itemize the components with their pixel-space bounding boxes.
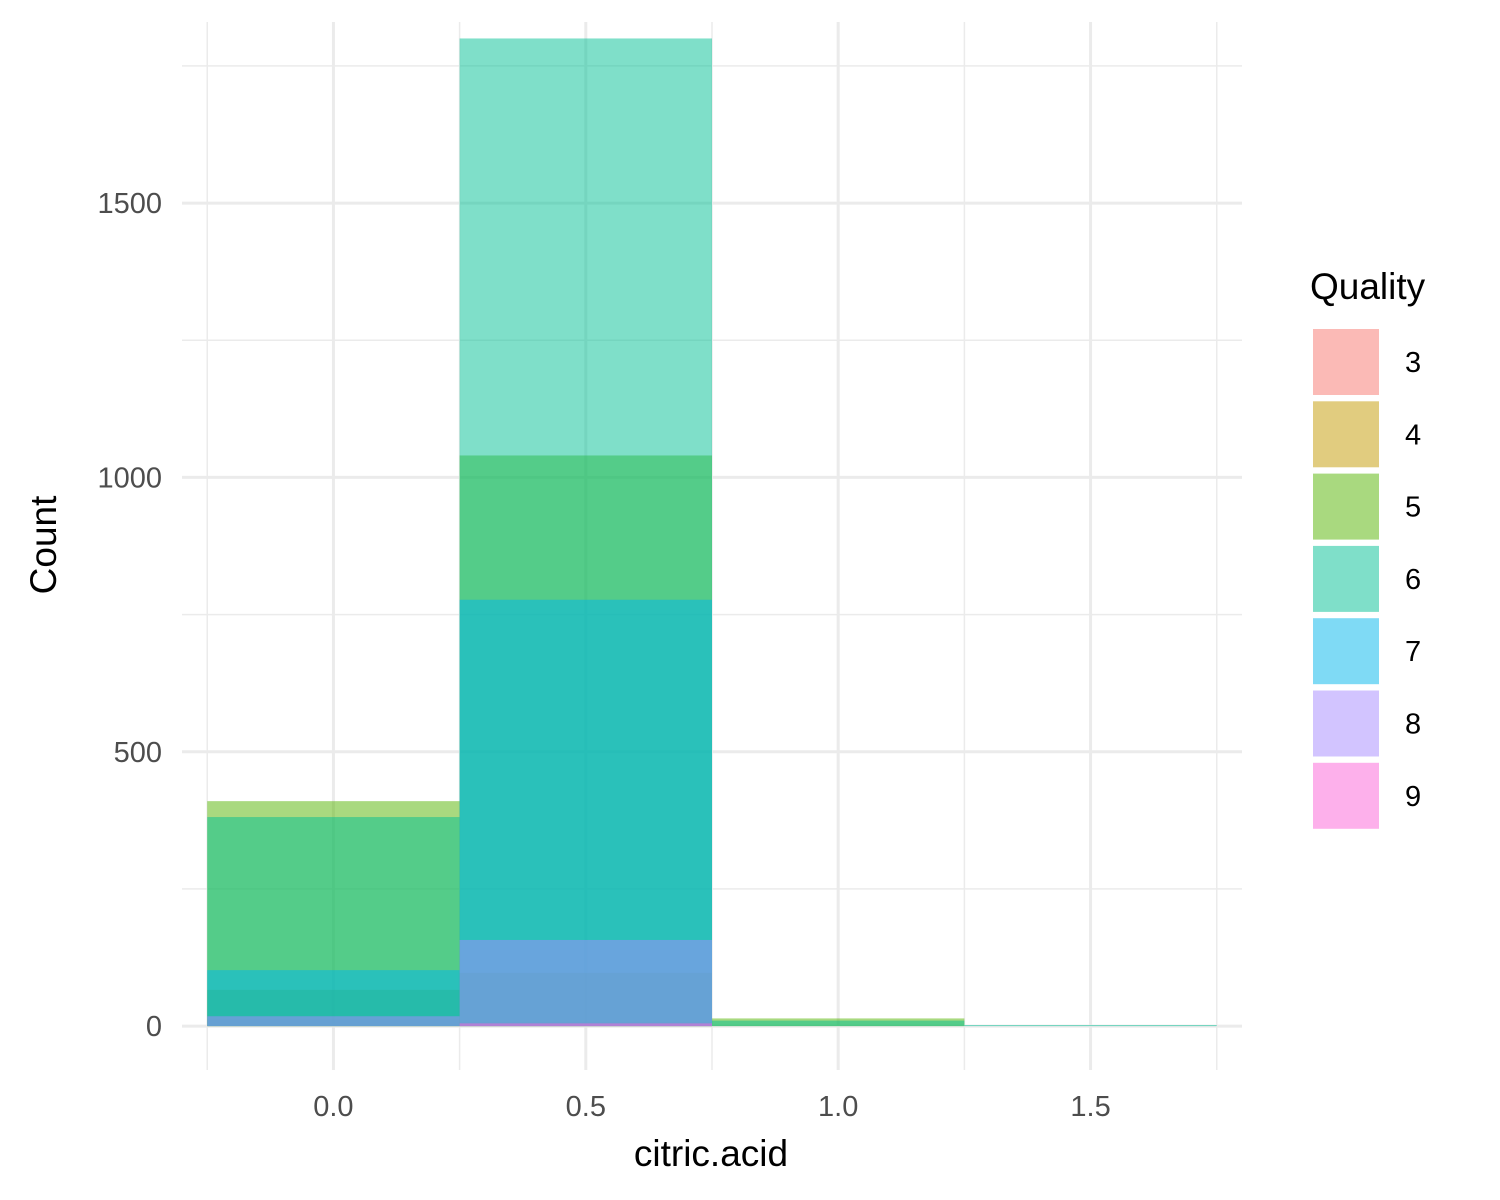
legend-label-6: 6 bbox=[1405, 564, 1421, 596]
bar-quality-8-bin-1 bbox=[459, 939, 712, 1027]
bar-quality-9-bin-1 bbox=[459, 1023, 712, 1027]
x-axis-title: citric.acid bbox=[634, 1133, 788, 1174]
legend-title: Quality bbox=[1310, 266, 1426, 307]
y-axis-tick-labels: 0 500 1000 1500 bbox=[97, 188, 162, 1043]
y-axis-title: Count bbox=[23, 495, 64, 594]
y-tick-label: 0 bbox=[146, 1011, 162, 1043]
bar-quality-6-bin-3 bbox=[964, 1025, 1217, 1027]
legend-key-6 bbox=[1313, 545, 1379, 612]
legend-key-5 bbox=[1313, 473, 1379, 540]
legend-label-8: 8 bbox=[1405, 709, 1421, 741]
y-tick-label: 1500 bbox=[97, 188, 162, 220]
bar-quality-6-bin-2 bbox=[712, 1020, 965, 1027]
x-tick-label: 0.0 bbox=[313, 1091, 353, 1123]
histogram-bars bbox=[207, 38, 1217, 1027]
legend-label-4: 4 bbox=[1405, 419, 1421, 451]
legend-key-3 bbox=[1313, 329, 1379, 395]
y-tick-label: 1000 bbox=[97, 462, 162, 494]
legend: Quality 3 4 5 6 7 8 9 bbox=[1310, 266, 1426, 829]
y-tick-label: 500 bbox=[114, 737, 162, 769]
legend-key-4 bbox=[1313, 401, 1379, 468]
x-axis-tick-labels: 0.0 0.5 1.0 1.5 bbox=[313, 1091, 1110, 1123]
legend-label-7: 7 bbox=[1405, 636, 1421, 668]
x-tick-label: 1.5 bbox=[1070, 1091, 1110, 1123]
legend-label-3: 3 bbox=[1405, 347, 1421, 379]
x-tick-label: 1.0 bbox=[818, 1091, 858, 1123]
legend-key-7 bbox=[1313, 618, 1379, 685]
legend-key-8 bbox=[1313, 690, 1379, 757]
legend-label-5: 5 bbox=[1405, 492, 1421, 524]
bar-quality-8-bin-0 bbox=[207, 1016, 460, 1027]
legend-key-9 bbox=[1313, 762, 1379, 829]
x-tick-label: 0.5 bbox=[566, 1091, 606, 1123]
legend-label-9: 9 bbox=[1405, 781, 1421, 813]
